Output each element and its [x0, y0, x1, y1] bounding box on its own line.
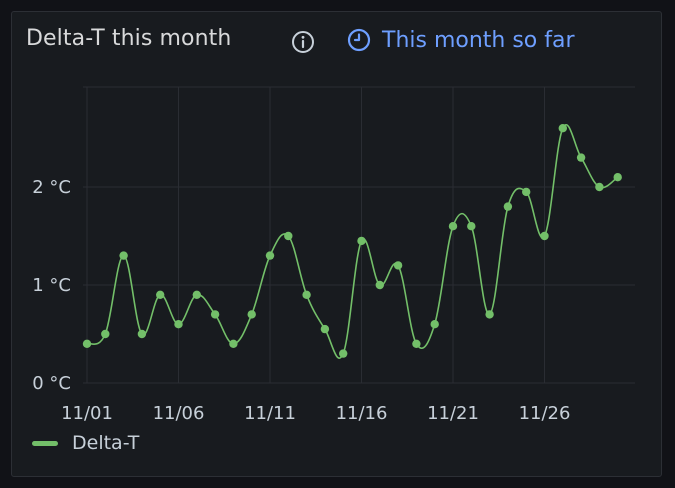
x-tick-label: 11/01: [61, 403, 113, 424]
panel-title: Delta-T this month: [26, 26, 232, 51]
line-chart[interactable]: 0 °C 1 °C 2 °C 11/01 11/06 11/11 11/16 11/21 11/…: [12, 12, 663, 478]
data-point: [540, 231, 549, 241]
x-tick-label: 11/21: [427, 403, 479, 424]
data-point: [558, 124, 567, 133]
info-circle-icon[interactable]: [291, 30, 315, 54]
y-tick-label: 0 °C: [32, 373, 71, 394]
data-point: [448, 222, 458, 231]
data-point: [393, 261, 403, 270]
data-point: [522, 187, 531, 197]
x-tick-label: 11/16: [336, 403, 388, 424]
data-point: [265, 251, 275, 260]
data-point: [137, 329, 147, 339]
data-point: [320, 324, 330, 334]
data-point: [467, 222, 476, 231]
data-point: [82, 339, 92, 348]
data-point: [430, 320, 439, 329]
data-point: [156, 290, 165, 299]
data-point: [174, 320, 183, 329]
time-shift-info[interactable]: This month so far: [347, 26, 575, 54]
data-point: [284, 231, 293, 241]
data-point: [595, 182, 604, 192]
data-point: [210, 310, 220, 319]
x-tick-label: 11/06: [153, 403, 205, 424]
data-point: [101, 329, 110, 339]
legend-label: Delta-T: [72, 432, 140, 454]
data-point: [412, 339, 421, 348]
data-point: [576, 153, 586, 162]
data-point: [357, 236, 366, 246]
data-point: [339, 349, 348, 358]
legend-item-delta-t[interactable]: Delta-T: [32, 432, 139, 454]
panel: Delta-T this month This month so far 0 °…: [11, 11, 662, 477]
y-tick-label: 1 °C: [32, 275, 71, 296]
data-point: [247, 310, 256, 319]
data-point: [613, 173, 622, 182]
data-point: [119, 251, 128, 260]
legend-swatch: [32, 440, 58, 446]
y-tick-label: 2 °C: [32, 177, 71, 198]
x-tick-label: 11/11: [244, 403, 296, 424]
data-point: [302, 290, 311, 299]
data-point: [485, 310, 494, 319]
data-point: [229, 339, 238, 348]
x-tick-label: 11/26: [519, 403, 571, 424]
series-line-delta-t: [86, 124, 619, 359]
data-point: [375, 280, 384, 290]
data-point: [503, 202, 513, 211]
clock-icon: [347, 28, 371, 52]
panel-header[interactable]: Delta-T this month This month so far: [12, 12, 661, 72]
time-shift-label: This month so far: [382, 27, 575, 53]
data-point: [192, 290, 201, 299]
